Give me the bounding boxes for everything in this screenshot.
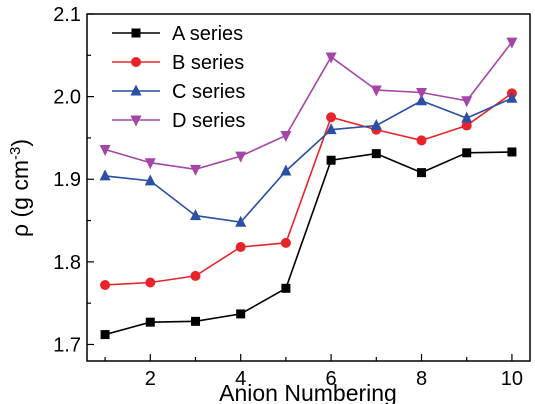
data-point	[462, 148, 472, 158]
series-d-series	[99, 37, 518, 176]
data-point	[325, 123, 337, 135]
x-tick-label: 2	[145, 368, 156, 390]
x-tick-label: 10	[501, 368, 523, 390]
series-line	[104, 151, 512, 336]
data-point	[370, 119, 382, 131]
legend: A series B series C series D series	[112, 23, 245, 132]
x-tick-label: 8	[416, 368, 427, 390]
legend-item: D series	[112, 110, 245, 132]
y-axis-ticks: 1.7 1.8 1.9 2.0 2.1	[53, 4, 94, 356]
y-tick-label: 1.9	[53, 169, 81, 191]
data-point	[506, 91, 518, 103]
legend-item: B series	[112, 52, 244, 74]
plot-frame	[86, 13, 531, 362]
series-a-series	[100, 147, 517, 340]
series-line	[104, 41, 513, 171]
data-point	[236, 309, 246, 319]
data-point	[416, 87, 428, 99]
data-point	[100, 279, 111, 290]
data-point	[461, 96, 473, 108]
data-point	[280, 237, 291, 248]
x-tick-label: 4	[235, 368, 246, 390]
x-tick-label: 6	[326, 368, 337, 390]
legend-label: B series	[172, 52, 244, 74]
data-point	[235, 241, 246, 252]
data-point	[417, 168, 427, 178]
legend-label: A series	[172, 23, 243, 45]
data-point	[99, 144, 111, 156]
data-point	[370, 85, 382, 97]
data-point	[100, 330, 110, 340]
data-point	[235, 215, 247, 227]
data-point	[416, 135, 427, 146]
data-point	[190, 270, 201, 281]
legend-item: A series	[112, 23, 243, 45]
y-axis-unit: (g cm	[7, 160, 33, 224]
data-point	[99, 169, 111, 181]
data-point	[189, 164, 201, 176]
series-line	[105, 92, 513, 286]
series-b-series	[100, 88, 517, 290]
legend-marker	[131, 28, 141, 38]
series-line	[104, 97, 513, 224]
data-point	[507, 147, 517, 157]
y-tick-label: 1.7	[53, 334, 81, 356]
y-axis-symbol: ρ	[7, 224, 33, 237]
data-point	[280, 164, 292, 176]
x-axis-ticks: 2 4 6 8 10	[104, 354, 523, 390]
y-axis-title: ρ (g cm-3)	[7, 139, 33, 237]
y-tick-label: 2.0	[53, 87, 81, 109]
data-point	[461, 120, 472, 131]
data-point	[281, 283, 291, 293]
data-point	[144, 174, 156, 186]
legend-marker	[130, 115, 142, 127]
legend-item: C series	[112, 81, 245, 103]
series-c-series	[99, 91, 518, 227]
legend-label: C series	[172, 81, 245, 103]
data-point	[235, 151, 247, 163]
legend-label: D series	[172, 110, 245, 132]
legend-marker	[131, 57, 141, 67]
data-point	[416, 94, 428, 106]
data-point	[280, 130, 292, 142]
data-point	[145, 317, 155, 327]
data-point	[371, 149, 381, 159]
y-axis-unit-exponent: -3	[7, 147, 24, 160]
data-point	[190, 316, 200, 326]
data-point	[189, 209, 201, 221]
data-point	[145, 277, 156, 288]
data-point	[144, 158, 156, 170]
data-point	[325, 52, 337, 64]
y-tick-label: 1.8	[53, 252, 81, 274]
y-tick-label: 2.1	[53, 4, 81, 26]
data-point	[506, 37, 518, 49]
data-point	[461, 111, 473, 123]
legend-marker	[130, 84, 142, 96]
x-axis-title: Anion Numbering	[219, 380, 397, 404]
series-layer	[99, 37, 518, 340]
data-point	[326, 112, 337, 123]
data-point	[326, 155, 336, 165]
y-axis-unit-close: )	[7, 139, 33, 147]
